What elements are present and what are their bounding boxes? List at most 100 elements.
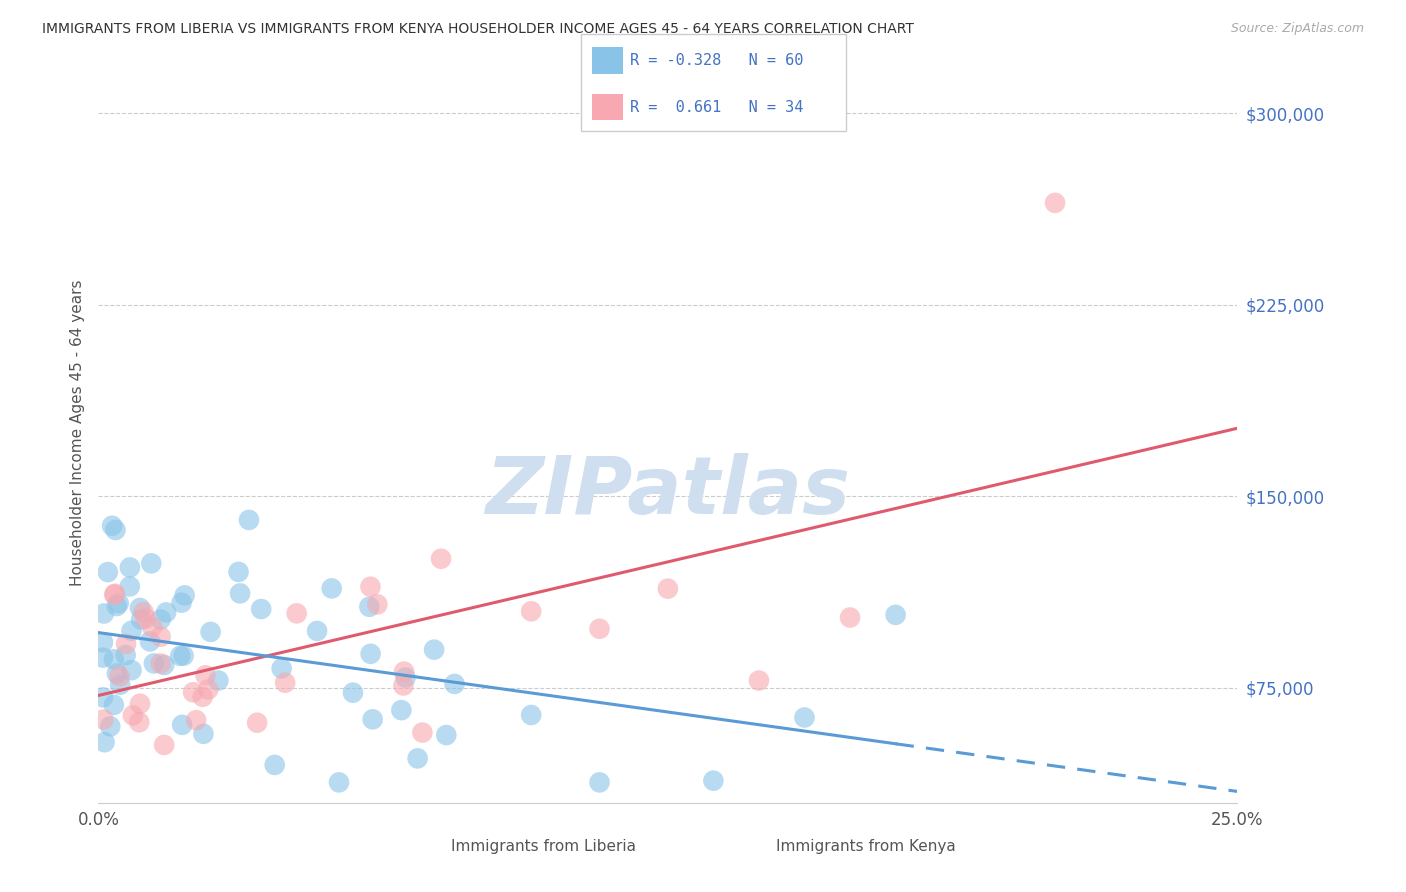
Point bbox=[93, 607, 115, 621]
Point bbox=[98, 719, 121, 733]
Point bbox=[97, 565, 120, 579]
Point bbox=[118, 579, 141, 593]
Point bbox=[588, 775, 610, 789]
Point bbox=[307, 624, 329, 638]
Point bbox=[153, 658, 176, 673]
Point bbox=[169, 648, 191, 663]
Point bbox=[228, 565, 250, 579]
FancyBboxPatch shape bbox=[375, 830, 443, 863]
Point bbox=[121, 624, 143, 638]
Point bbox=[200, 624, 222, 639]
Point bbox=[392, 665, 415, 679]
Point bbox=[793, 710, 815, 724]
Y-axis label: Householder Income Ages 45 - 64 years: Householder Income Ages 45 - 64 years bbox=[69, 279, 84, 586]
Point bbox=[430, 551, 453, 566]
Point bbox=[128, 715, 150, 730]
Point bbox=[142, 657, 165, 671]
Point bbox=[91, 690, 114, 705]
Point bbox=[115, 637, 138, 651]
Point bbox=[748, 673, 770, 688]
Point bbox=[197, 682, 219, 697]
Point bbox=[132, 605, 155, 619]
Point bbox=[105, 599, 128, 613]
Point bbox=[328, 775, 350, 789]
Text: R =  0.661   N = 34: R = 0.661 N = 34 bbox=[630, 100, 803, 114]
Point bbox=[93, 735, 115, 749]
Point bbox=[108, 669, 131, 683]
Point bbox=[406, 751, 429, 765]
Text: R = -0.328   N = 60: R = -0.328 N = 60 bbox=[630, 53, 803, 68]
Point bbox=[394, 671, 416, 685]
Point bbox=[411, 725, 433, 739]
Point bbox=[135, 611, 157, 625]
Point bbox=[359, 599, 381, 614]
Point bbox=[702, 773, 724, 788]
Point bbox=[149, 657, 172, 671]
Point bbox=[104, 523, 127, 537]
Point bbox=[101, 518, 124, 533]
Point bbox=[149, 630, 172, 644]
Point bbox=[118, 560, 141, 574]
Point bbox=[173, 588, 195, 602]
Point bbox=[173, 648, 195, 663]
Point bbox=[129, 697, 152, 711]
Point bbox=[246, 715, 269, 730]
Point bbox=[193, 727, 215, 741]
Point bbox=[181, 685, 204, 699]
Point bbox=[155, 606, 177, 620]
Point bbox=[229, 586, 252, 600]
Point bbox=[103, 698, 125, 712]
Point bbox=[1043, 195, 1066, 210]
Point bbox=[103, 588, 125, 602]
Point bbox=[104, 587, 127, 601]
Point bbox=[361, 712, 384, 726]
Point bbox=[359, 580, 381, 594]
Point bbox=[122, 708, 145, 723]
Point bbox=[194, 668, 217, 682]
Point bbox=[141, 620, 163, 634]
Point bbox=[93, 713, 115, 727]
Point bbox=[107, 596, 129, 610]
Point bbox=[108, 678, 131, 692]
Point bbox=[170, 596, 193, 610]
Text: Immigrants from Liberia: Immigrants from Liberia bbox=[451, 839, 637, 854]
Point bbox=[191, 690, 214, 704]
Point bbox=[342, 686, 364, 700]
Text: Immigrants from Kenya: Immigrants from Kenya bbox=[776, 839, 956, 854]
Point bbox=[141, 557, 163, 571]
Point bbox=[392, 678, 415, 692]
Point bbox=[270, 661, 292, 675]
Point bbox=[139, 634, 162, 648]
Point bbox=[238, 513, 260, 527]
Point bbox=[105, 666, 128, 681]
Point bbox=[207, 673, 229, 688]
Point bbox=[186, 713, 208, 727]
Point bbox=[520, 604, 543, 618]
Point bbox=[285, 607, 308, 621]
Point bbox=[360, 647, 382, 661]
Point bbox=[657, 582, 679, 596]
Point bbox=[263, 758, 285, 772]
Point bbox=[423, 642, 446, 657]
Point bbox=[434, 728, 457, 742]
Point bbox=[172, 718, 194, 732]
Point bbox=[250, 602, 273, 616]
Point bbox=[389, 703, 412, 717]
Point bbox=[520, 708, 543, 723]
Point bbox=[149, 612, 172, 626]
Point bbox=[91, 650, 114, 665]
Point bbox=[129, 601, 152, 615]
Point bbox=[153, 738, 176, 752]
Point bbox=[129, 613, 152, 627]
FancyBboxPatch shape bbox=[700, 830, 766, 863]
Point bbox=[366, 598, 388, 612]
Text: Source: ZipAtlas.com: Source: ZipAtlas.com bbox=[1230, 22, 1364, 36]
Text: ZIPatlas: ZIPatlas bbox=[485, 453, 851, 531]
Point bbox=[121, 663, 143, 677]
Point bbox=[103, 652, 125, 666]
Point bbox=[839, 610, 862, 624]
Point bbox=[91, 635, 114, 649]
Point bbox=[114, 648, 136, 662]
Point bbox=[588, 622, 610, 636]
Point bbox=[443, 677, 465, 691]
